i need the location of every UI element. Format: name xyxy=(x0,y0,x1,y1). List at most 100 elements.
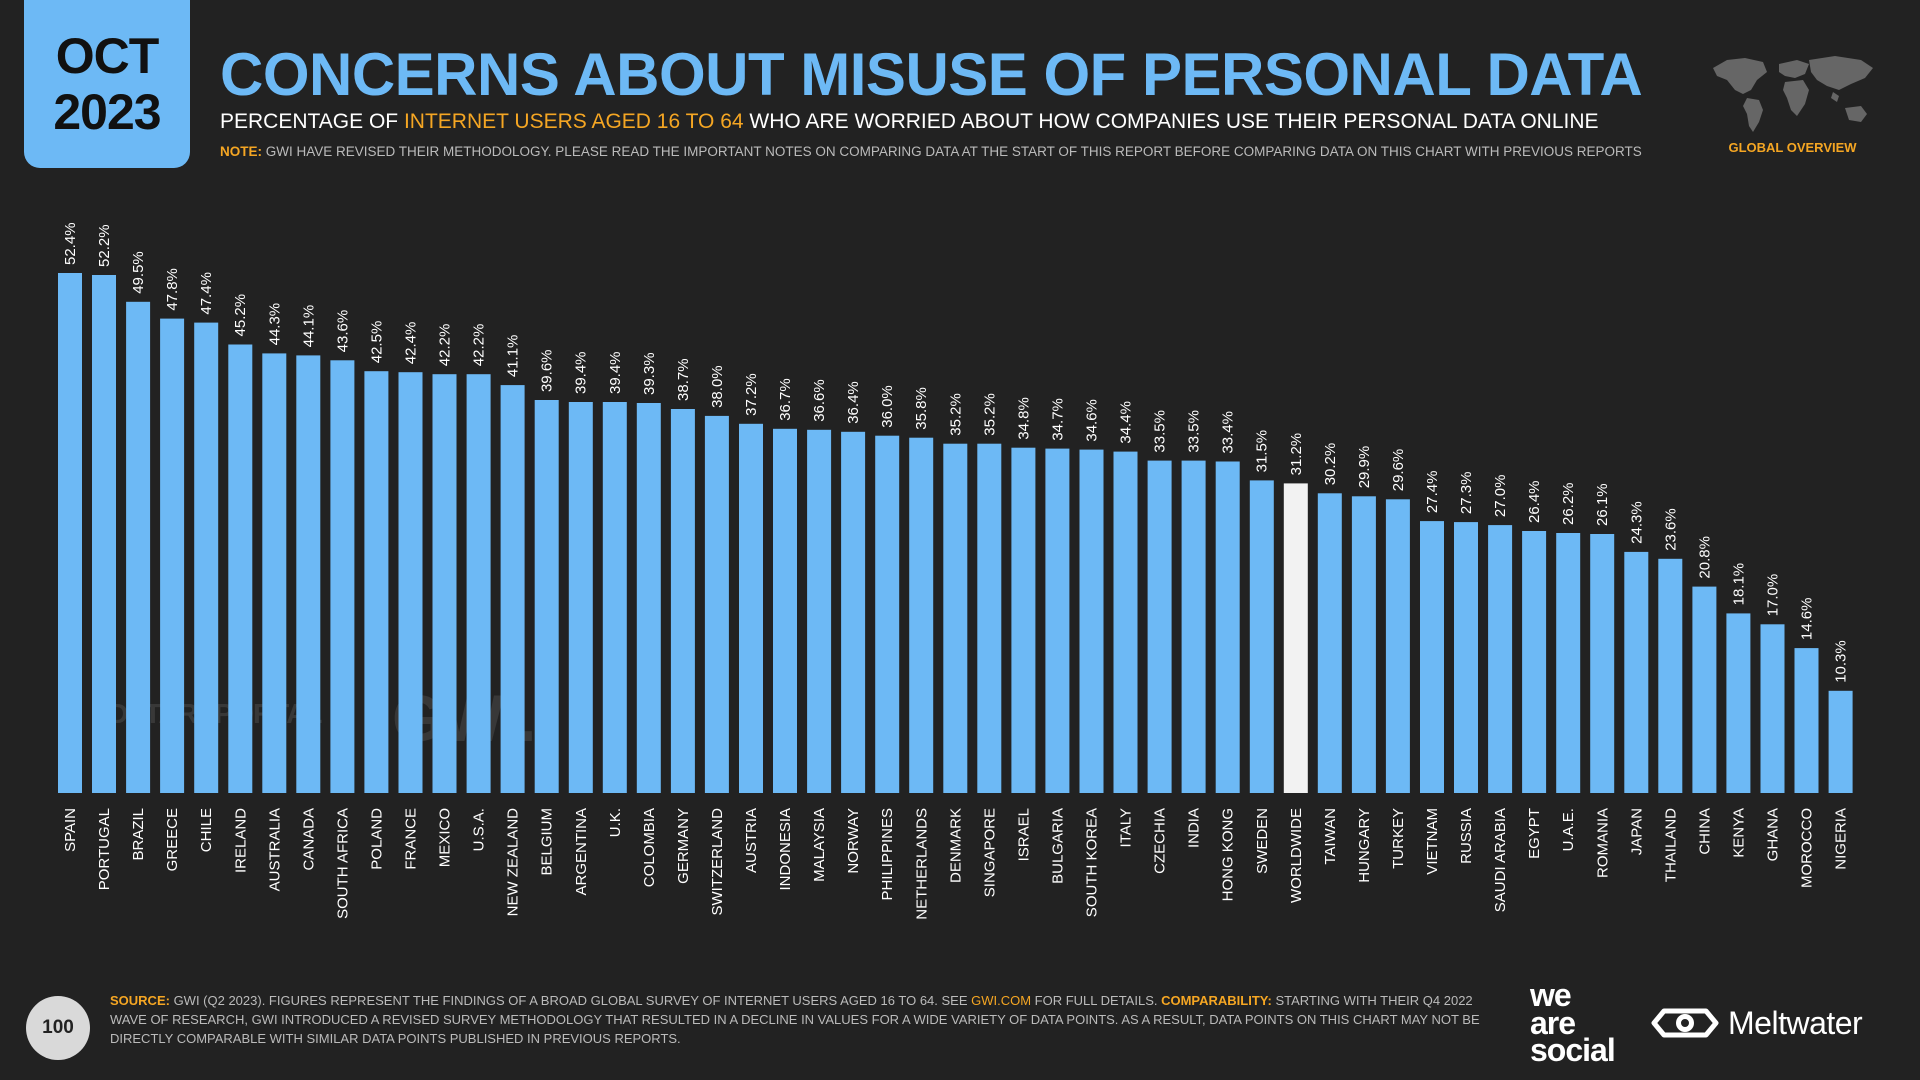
value-label: 27.0% xyxy=(1492,475,1509,518)
methodology-note: NOTE: GWI HAVE REVISED THEIR METHODOLOGY… xyxy=(220,144,1642,159)
bar-sweden xyxy=(1249,480,1274,793)
source-link[interactable]: GWI.COM xyxy=(971,993,1032,1008)
category-label: TAIWAN xyxy=(1322,808,1339,865)
bar-greece xyxy=(160,318,185,793)
value-label: 34.8% xyxy=(1015,397,1032,440)
bar-turkey xyxy=(1385,499,1410,793)
comparability-label: COMPARABILITY: xyxy=(1161,993,1272,1008)
value-label: 29.9% xyxy=(1356,446,1373,489)
bar-mexico xyxy=(432,374,457,793)
subtitle-suffix: WHO ARE WORRIED ABOUT HOW COMPANIES USE … xyxy=(743,110,1599,133)
bar-ireland xyxy=(228,344,253,793)
category-label: SOUTH AFRICA xyxy=(334,808,351,919)
value-label: 35.2% xyxy=(981,393,998,436)
bar-indonesia xyxy=(773,428,797,793)
value-label: 36.7% xyxy=(777,378,794,421)
value-label: 31.2% xyxy=(1288,433,1305,476)
value-label: 41.1% xyxy=(505,335,522,378)
meltwater-wordmark: Meltwater xyxy=(1728,1004,1863,1041)
value-label: 14.6% xyxy=(1799,598,1816,641)
category-label: MEXICO xyxy=(437,808,454,867)
category-label: GREECE xyxy=(164,808,181,871)
value-label: 49.5% xyxy=(130,251,147,294)
category-label: BULGARIA xyxy=(1049,808,1066,884)
source-text-2: FOR FULL DETAILS. xyxy=(1031,993,1162,1008)
value-label: 47.4% xyxy=(198,272,215,315)
bar-ghana xyxy=(1760,624,1785,793)
category-label: CHINA xyxy=(1696,808,1713,855)
bar-belgium xyxy=(534,400,559,793)
category-label: GHANA xyxy=(1765,808,1782,861)
bar-czechia xyxy=(1147,460,1172,793)
value-label: 33.4% xyxy=(1220,411,1237,454)
bar-thailand xyxy=(1658,558,1683,793)
bar-poland xyxy=(364,371,389,793)
category-label: ARGENTINA xyxy=(573,808,590,896)
value-label: 36.0% xyxy=(879,385,896,428)
page-title: CONCERNS ABOUT MISUSE OF PERSONAL DATA xyxy=(220,41,1643,108)
value-label: 38.7% xyxy=(675,358,692,401)
meltwater-mark-icon xyxy=(1651,1008,1719,1038)
bar-germany xyxy=(670,409,695,793)
value-label: 36.6% xyxy=(811,379,828,422)
category-label: JAPAN xyxy=(1628,808,1645,855)
bar-worldwide xyxy=(1283,483,1308,793)
bar-new-zealand xyxy=(500,385,525,793)
value-label: 36.4% xyxy=(845,381,862,424)
value-label: 43.6% xyxy=(334,310,351,353)
bar-south-korea xyxy=(1079,449,1104,793)
bar-chart: 52.4% SPAIN 52.2% PORTUGAL 49.5% BRAZIL 47.8% G… xyxy=(58,222,1853,920)
bar-singapore xyxy=(977,443,1002,793)
category-label: POLAND xyxy=(368,808,385,870)
value-label: 34.6% xyxy=(1084,399,1101,442)
source-footnote: SOURCE: GWI (Q2 2023). FIGURES REPRESENT… xyxy=(110,992,1490,1049)
value-label: 34.7% xyxy=(1049,398,1066,441)
value-label: 10.3% xyxy=(1833,640,1850,683)
bar-hungary xyxy=(1351,496,1376,793)
bar-brazil xyxy=(126,301,151,793)
value-label: 18.1% xyxy=(1730,563,1747,606)
bar-austria xyxy=(739,423,763,793)
value-label: 47.8% xyxy=(164,268,181,311)
bar-australia xyxy=(262,353,287,793)
value-label: 44.1% xyxy=(300,305,317,348)
category-label: INDONESIA xyxy=(777,808,794,891)
page-number: 100 xyxy=(26,996,90,1060)
logo-are: are xyxy=(1530,1004,1576,1041)
value-label: 29.6% xyxy=(1390,449,1407,492)
category-label: TURKEY xyxy=(1390,808,1407,869)
category-label: WORLDWIDE xyxy=(1288,808,1305,903)
source-text-1: GWI (Q2 2023). FIGURES REPRESENT THE FIN… xyxy=(169,993,972,1008)
category-label: ISRAEL xyxy=(1015,808,1032,861)
category-label: INDIA xyxy=(1186,808,1203,848)
category-label: NIGERIA xyxy=(1833,808,1850,870)
subtitle-prefix: PERCENTAGE OF xyxy=(220,110,404,133)
comparability-text: STARTING WITH THEIR Q4 2022 WAVE OF RESE… xyxy=(110,993,1480,1046)
bar-morocco xyxy=(1794,648,1819,793)
source-label: SOURCE: xyxy=(110,993,170,1008)
value-label: 42.5% xyxy=(368,321,385,364)
value-label: 37.2% xyxy=(743,373,760,416)
note-text: GWI HAVE REVISED THEIR METHODOLOGY. PLEA… xyxy=(262,144,1642,159)
report-month: OCT xyxy=(55,28,160,84)
note-label: NOTE: xyxy=(220,144,262,159)
category-label: ROMANIA xyxy=(1594,808,1611,878)
category-label: RUSSIA xyxy=(1458,808,1475,864)
bar-chile xyxy=(194,322,219,793)
value-label: 26.1% xyxy=(1594,483,1611,526)
category-label: MOROCCO xyxy=(1799,808,1816,888)
bar-canada xyxy=(296,355,321,793)
bar-u-k- xyxy=(602,402,627,793)
value-label: 26.4% xyxy=(1526,480,1543,523)
bar-kenya xyxy=(1726,613,1751,793)
bar-china xyxy=(1692,586,1717,793)
category-label: SINGAPORE xyxy=(981,808,998,897)
category-label: SPAIN xyxy=(62,808,79,852)
category-label: FRANCE xyxy=(403,808,420,870)
bar-south-africa xyxy=(330,360,355,793)
value-label: 35.2% xyxy=(947,393,964,436)
category-label: NETHERLANDS xyxy=(913,808,930,920)
category-label: EGYPT xyxy=(1526,808,1543,859)
category-label: PHILIPPINES xyxy=(879,808,896,901)
category-label: SWEDEN xyxy=(1254,808,1271,874)
